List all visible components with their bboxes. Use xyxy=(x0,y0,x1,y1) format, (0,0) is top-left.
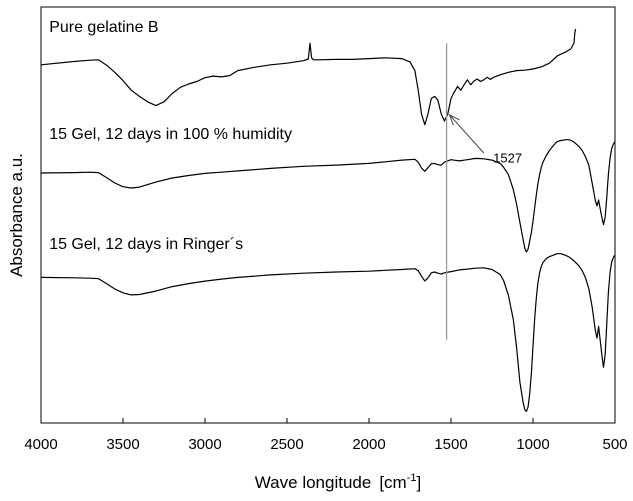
x-tick-label: 2500 xyxy=(270,436,303,453)
x-axis-unit-close: ] xyxy=(417,473,422,492)
trace-labels: Pure gelatine B 15 Gel, 12 days in 100 % … xyxy=(49,19,292,253)
series-line-ringer xyxy=(40,253,616,412)
annotation-arrowhead xyxy=(448,113,460,126)
trace-label-ringer: 15 Gel, 12 days in Ringer´s xyxy=(49,236,243,253)
x-tick-label: 1500 xyxy=(434,436,467,453)
x-axis-title: Wave longitude [cm-1] xyxy=(255,472,421,492)
series-line-humidity xyxy=(40,139,616,253)
x-axis-unit: [cm xyxy=(379,473,406,492)
x-ticks: 4000 3500 3000 2500 2000 1500 1000 500 xyxy=(24,418,628,453)
x-axis-title-text: Wave longitude xyxy=(255,473,372,492)
annotation-label-1527: 1527 xyxy=(493,151,522,166)
x-tick-label: 500 xyxy=(602,436,627,453)
trace-label-humidity: 15 Gel, 12 days in 100 % humidity xyxy=(49,126,292,143)
x-tick-label: 1000 xyxy=(516,436,549,453)
x-tick-label: 2000 xyxy=(352,436,385,453)
trace-label-gelatine: Pure gelatine B xyxy=(49,19,158,36)
series-line-gelatine xyxy=(40,28,577,126)
annotations: 1527 xyxy=(445,43,522,340)
annotation-arrow xyxy=(449,114,485,154)
x-tick-label: 3000 xyxy=(188,436,221,453)
y-axis-title: Absorbance a.u. xyxy=(7,153,26,277)
plot-frame xyxy=(40,6,616,424)
x-axis-unit-sup: -1 xyxy=(407,472,417,484)
spectra xyxy=(40,28,616,412)
x-tick-label: 4000 xyxy=(24,436,57,453)
x-tick-label: 3500 xyxy=(106,436,139,453)
